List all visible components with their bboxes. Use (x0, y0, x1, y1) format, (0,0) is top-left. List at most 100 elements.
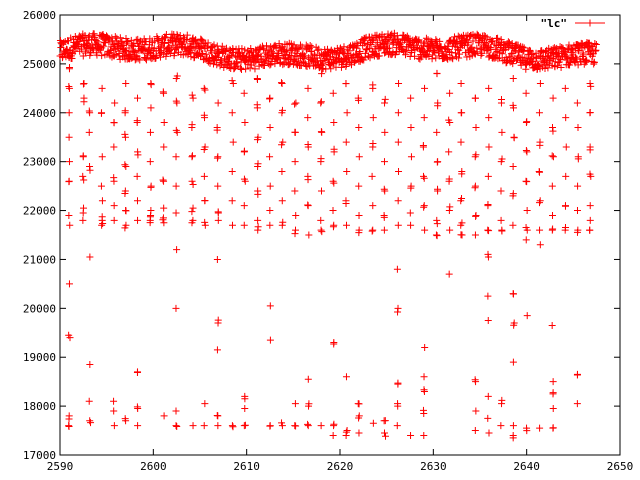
data-point (121, 415, 129, 423)
data-point (80, 79, 88, 87)
data-point (218, 42, 226, 50)
data-point (110, 202, 118, 210)
legend: "lc" (541, 17, 605, 30)
data-point (565, 41, 573, 49)
data-point (266, 61, 274, 69)
data-point (240, 202, 248, 210)
data-point (469, 37, 477, 45)
data-point (587, 82, 595, 90)
data-point (160, 219, 168, 227)
data-point (385, 44, 393, 52)
data-point (592, 41, 600, 49)
data-point (509, 221, 517, 229)
data-point (173, 72, 181, 80)
data-point (222, 44, 230, 52)
data-point (121, 47, 129, 55)
data-point (222, 48, 230, 56)
y-tick-label: 18000 (23, 400, 56, 413)
data-point (209, 43, 217, 51)
data-point (415, 54, 423, 62)
data-point (484, 226, 492, 234)
data-point (189, 180, 197, 188)
data-point (548, 182, 556, 190)
data-point (380, 213, 388, 221)
data-point (562, 172, 570, 180)
data-point (553, 62, 561, 70)
data-point (134, 55, 142, 63)
data-point (187, 53, 195, 61)
data-point (355, 211, 363, 219)
data-point (266, 123, 274, 131)
data-point (536, 79, 544, 87)
data-point (484, 292, 492, 300)
data-point (500, 46, 508, 54)
data-point (134, 216, 142, 224)
data-point (574, 123, 582, 131)
data-point (356, 47, 364, 55)
data-point (369, 114, 377, 122)
data-point (142, 38, 150, 46)
data-point (498, 50, 506, 58)
data-point (331, 54, 339, 62)
data-point (160, 412, 168, 420)
data-point (484, 317, 492, 325)
data-point (360, 39, 368, 47)
data-point (433, 232, 441, 240)
data-point (229, 138, 237, 146)
data-point (173, 128, 181, 136)
data-point (394, 197, 402, 205)
data-point (317, 128, 325, 136)
data-point (509, 75, 517, 83)
data-point (213, 412, 221, 420)
data-point (111, 99, 119, 107)
data-point (573, 99, 581, 107)
data-point (236, 48, 244, 56)
y-tick-label: 25000 (23, 58, 56, 71)
data-point (188, 177, 196, 185)
data-point (436, 37, 444, 45)
data-point (369, 81, 377, 89)
data-point (523, 207, 531, 215)
data-point (523, 312, 531, 320)
data-point (266, 302, 274, 310)
data-point (484, 392, 492, 400)
data-point (457, 231, 465, 239)
data-point (494, 55, 502, 63)
data-point (65, 178, 73, 186)
data-point (529, 50, 537, 58)
data-point (214, 216, 222, 224)
data-point (471, 94, 479, 102)
data-point (411, 52, 419, 60)
data-point (291, 158, 299, 166)
data-point (213, 126, 221, 134)
data-point (200, 172, 208, 180)
data-point (266, 95, 274, 103)
data-point (471, 231, 479, 239)
legend-swatch (575, 19, 605, 27)
data-point (301, 52, 309, 60)
data-point (304, 176, 312, 184)
data-point (342, 138, 350, 146)
data-point (446, 89, 454, 97)
data-point (419, 172, 427, 180)
data-point (134, 151, 142, 159)
data-point (510, 134, 518, 142)
data-point (472, 407, 480, 415)
data-point (152, 51, 160, 59)
data-point (352, 57, 360, 65)
data-point (509, 422, 517, 430)
data-point (573, 371, 581, 379)
data-point (214, 99, 222, 107)
data-point (66, 334, 74, 342)
data-point (200, 111, 208, 119)
data-point (562, 224, 569, 232)
y-tick-label: 20000 (23, 302, 56, 315)
data-point (65, 415, 73, 423)
data-point (228, 197, 236, 205)
data-point (80, 176, 88, 184)
data-point (498, 227, 506, 235)
data-point (199, 50, 207, 58)
data-point (304, 114, 312, 122)
data-point (188, 219, 196, 227)
data-point (65, 133, 73, 141)
